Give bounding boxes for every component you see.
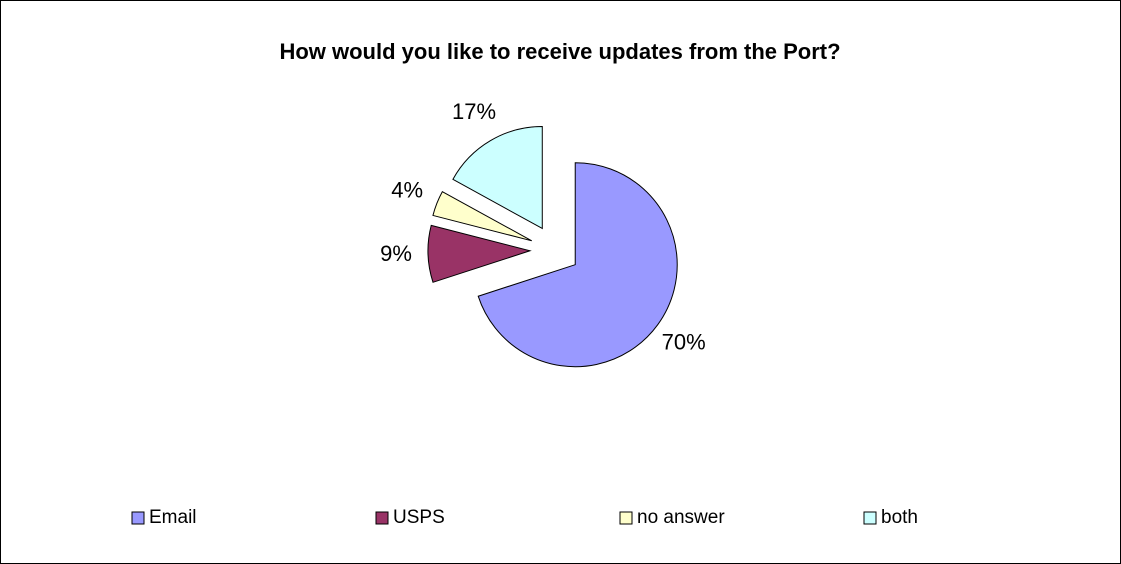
legend-label: USPS [393, 507, 445, 528]
data-label: 70% [662, 329, 706, 354]
pie-slice [427, 224, 532, 283]
data-label: 17% [452, 99, 496, 124]
legend-swatch [619, 511, 633, 525]
legend-label: no answer [637, 507, 725, 528]
legend-swatch [863, 511, 877, 525]
data-label: 9% [380, 241, 412, 266]
chart-title: How would you like to receive updates fr… [279, 39, 840, 64]
pie-slice [477, 162, 678, 368]
legend-label: both [881, 507, 918, 528]
pie-slice [452, 125, 543, 230]
pie-slice [432, 190, 532, 242]
legend-swatch [375, 511, 389, 525]
legend-label: Email [149, 507, 197, 528]
data-label: 4% [391, 177, 423, 202]
legend-swatch [131, 511, 145, 525]
